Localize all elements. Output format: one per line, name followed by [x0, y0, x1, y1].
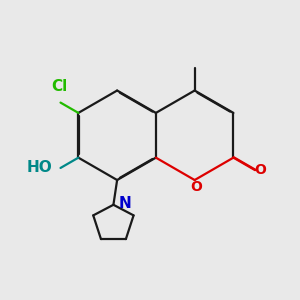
- Text: N: N: [119, 196, 131, 211]
- Text: HO: HO: [26, 160, 52, 175]
- Text: Cl: Cl: [51, 79, 67, 94]
- Text: O: O: [190, 179, 202, 194]
- Text: O: O: [254, 163, 266, 177]
